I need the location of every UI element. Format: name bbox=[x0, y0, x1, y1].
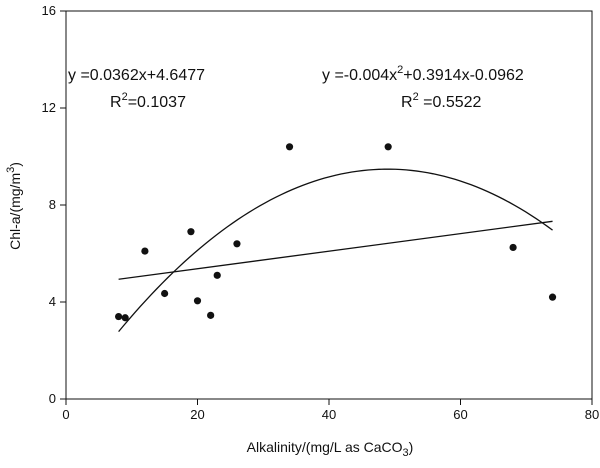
data-point bbox=[187, 228, 195, 236]
x-axis-title: Alkalinity/(mg/L as CaCO3) bbox=[247, 439, 414, 459]
data-point bbox=[207, 311, 215, 319]
y-tick-label: 8 bbox=[49, 197, 56, 212]
data-point bbox=[161, 289, 169, 298]
y-tick-label: 4 bbox=[49, 294, 56, 309]
quadratic-r2: R2 =0.5522 bbox=[401, 91, 482, 111]
y-axis-title: Chl-a/(mg/m3) bbox=[5, 162, 23, 250]
data-point bbox=[193, 297, 202, 305]
x-tick-label: 60 bbox=[453, 407, 467, 422]
data-point bbox=[233, 240, 241, 248]
data-point bbox=[141, 247, 149, 255]
data-point bbox=[548, 293, 557, 301]
linear-r2: R2=0.1037 bbox=[110, 91, 186, 111]
x-tick-label: 80 bbox=[585, 407, 599, 422]
quadratic-equation: y =-0.004x2+0.3914x-0.0962 bbox=[322, 64, 524, 84]
data-point bbox=[509, 243, 517, 252]
data-point bbox=[285, 143, 294, 151]
x-tick-label: 0 bbox=[62, 407, 69, 422]
linear-fit-line bbox=[118, 220, 553, 280]
y-tick-label: 16 bbox=[42, 3, 56, 18]
data-points bbox=[115, 143, 557, 322]
x-tick-label: 20 bbox=[190, 407, 204, 422]
data-point bbox=[121, 314, 129, 322]
y-axis-ticks: 0 4 8 12 16 bbox=[42, 3, 66, 406]
data-point bbox=[384, 143, 392, 151]
quadratic-fit-line bbox=[118, 168, 553, 333]
x-axis-ticks: 0 20 40 60 80 bbox=[62, 399, 599, 422]
x-tick-label: 40 bbox=[322, 407, 336, 422]
linear-equation: y =0.0362x+4.6477 bbox=[68, 67, 205, 84]
y-tick-label: 12 bbox=[42, 100, 56, 115]
y-tick-label: 0 bbox=[49, 391, 56, 406]
fit-lines bbox=[118, 168, 553, 333]
data-point bbox=[213, 271, 221, 279]
data-point bbox=[115, 312, 123, 321]
